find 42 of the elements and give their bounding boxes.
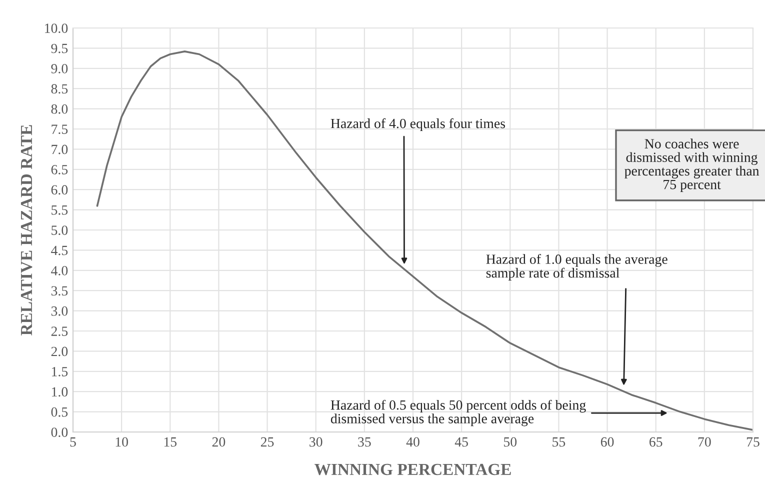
y-tick-label: 0.0 [51,428,68,438]
y-tick-label: 8.5 [51,84,68,94]
y-tick-label: 9.0 [51,64,68,74]
x-tick-label: 25 [260,437,274,447]
y-tick-label: 4.0 [51,266,68,276]
y-tick-label: 7.5 [52,124,68,134]
y-tick-label: 4.5 [51,246,68,256]
x-tick-label: 70 [698,437,711,447]
y-tick-label: 1.0 [52,387,68,397]
annotation: No coaches were dismissed with winning percentages greater than 75 percent [624,138,760,192]
y-tick-label: 10.0 [45,24,68,34]
y-tick-label: 2.0 [51,346,68,356]
x-tick-label: 20 [212,437,226,447]
x-axis-title: WINNING PERCENTAGE [314,464,511,476]
annotation: Hazard of 1.0 equals the average sample rate of dismissal [486,254,668,280]
x-tick-label: 45 [454,437,468,447]
annotation: Hazard of 4.0 equals four times [330,118,506,132]
x-tick-label: 50 [504,437,517,447]
y-tick-label: 6.0 [51,185,68,195]
x-tick-label: 35 [358,437,371,447]
y-tick-label: 8.0 [51,104,68,114]
y-tick-label: 2.5 [51,326,68,336]
x-tick-label: 30 [310,437,322,447]
y-axis-title: RELATIVE HAZARD RATE [20,125,32,336]
x-tick-label: 5 [70,437,76,447]
x-tick-label: 10 [116,437,128,447]
y-tick-label: 3.0 [51,306,68,316]
y-tick-label: 7.0 [52,144,68,154]
x-tick-label: 60 [600,437,614,447]
y-tick-label: 5.5 [52,206,68,215]
x-tick-label: 65 [650,437,662,447]
y-tick-label: 1.5 [52,367,68,376]
x-tick-label: 75 [746,437,760,447]
y-tick-label: 5.0 [52,226,68,236]
x-tick-label: 40 [406,437,420,447]
annotation: Hazard of 0.5 equals 50 percent odds of being dismissed versus the sample average [330,400,586,426]
y-tick-label: 9.5 [51,44,68,54]
x-tick-label: 15 [164,437,177,447]
y-tick-label: 0.5 [51,407,68,417]
x-tick-label: 55 [552,437,566,447]
y-tick-label: 6.5 [51,165,68,174]
y-tick-label: 3.5 [51,286,68,296]
